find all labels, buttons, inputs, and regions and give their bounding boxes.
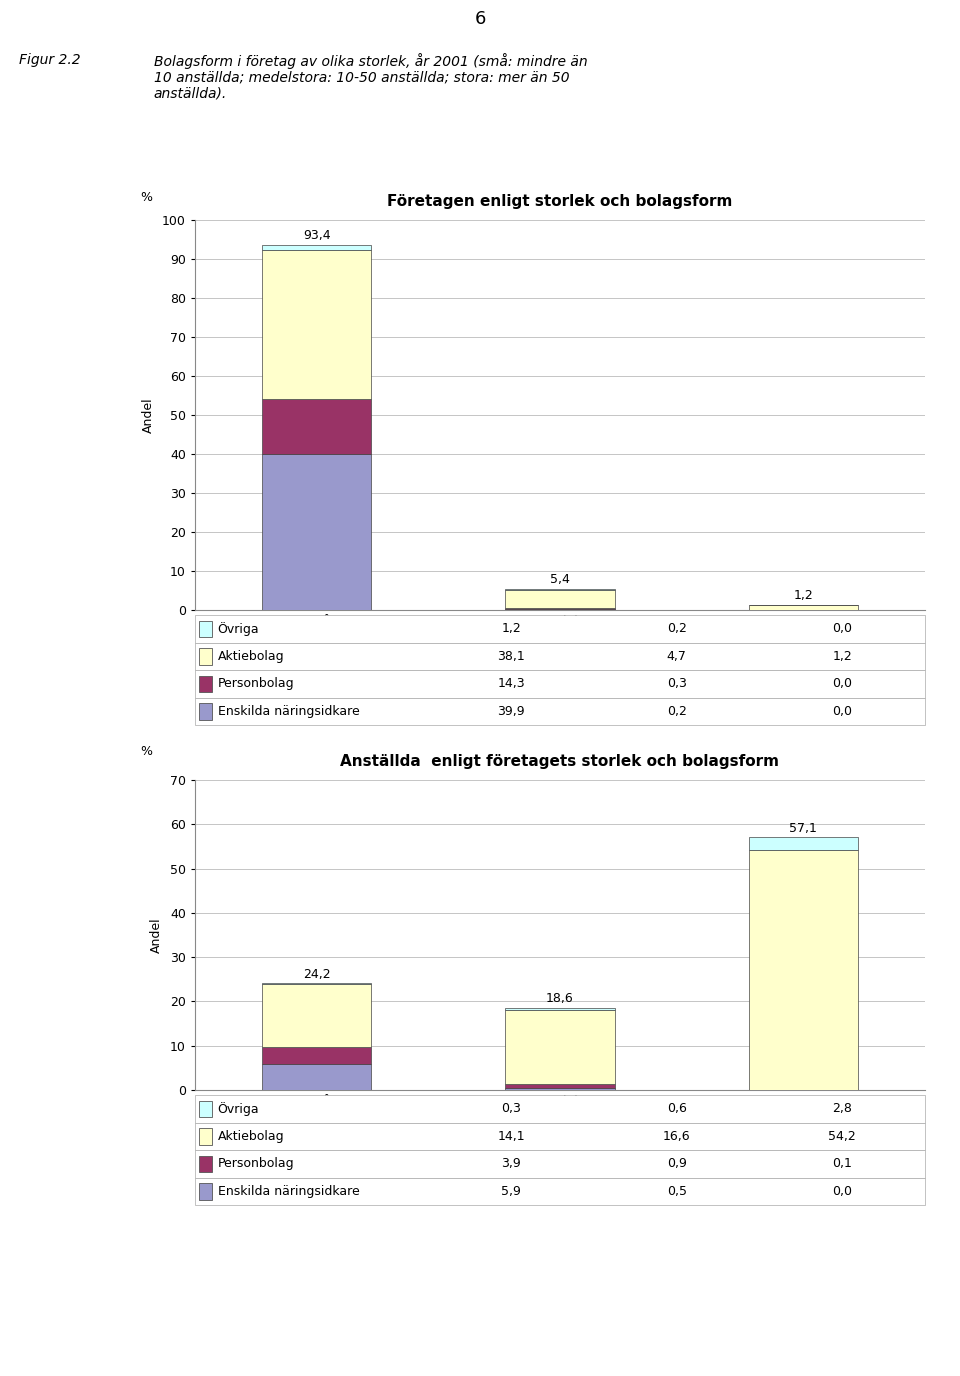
Title: Anställda  enligt företagets storlek och bolagsform: Anställda enligt företagets storlek och … — [341, 754, 780, 769]
Bar — [262, 984, 372, 1047]
Bar — [505, 1007, 614, 1010]
Text: 0,0: 0,0 — [832, 677, 852, 691]
Text: 5,9: 5,9 — [501, 1185, 521, 1197]
Text: 14,3: 14,3 — [497, 677, 525, 691]
Bar — [262, 1047, 372, 1064]
Text: 0,6: 0,6 — [667, 1102, 686, 1116]
Bar — [749, 849, 858, 1090]
Text: 0,2: 0,2 — [667, 705, 686, 718]
Text: 0,5: 0,5 — [667, 1185, 686, 1197]
Bar — [195, 1150, 925, 1178]
Text: Bolagsform i företag av olika storlek, år 2001 (små: mindre än
10 anställda; med: Bolagsform i företag av olika storlek, å… — [154, 52, 588, 100]
Text: Figur 2.2: Figur 2.2 — [19, 52, 81, 66]
Bar — [199, 621, 212, 637]
Text: Övriga: Övriga — [218, 1102, 259, 1116]
Text: 3,9: 3,9 — [501, 1157, 521, 1170]
Text: 57,1: 57,1 — [789, 821, 817, 835]
Text: 4,7: 4,7 — [667, 649, 686, 663]
Bar — [262, 245, 372, 250]
Text: 1,2: 1,2 — [832, 649, 852, 663]
Text: 14,1: 14,1 — [497, 1130, 525, 1142]
Bar — [195, 615, 925, 643]
Bar — [195, 670, 925, 698]
Bar — [262, 399, 372, 454]
Bar — [199, 1128, 212, 1145]
Bar — [195, 643, 925, 670]
Text: 5,4: 5,4 — [550, 572, 570, 586]
Bar — [199, 1183, 212, 1200]
Text: 1,2: 1,2 — [501, 622, 521, 636]
Bar — [505, 1088, 614, 1090]
Text: 0,0: 0,0 — [832, 705, 852, 718]
Bar — [749, 605, 858, 610]
Text: 54,2: 54,2 — [828, 1130, 856, 1142]
Bar — [262, 1064, 372, 1090]
Bar — [195, 698, 925, 725]
Bar — [199, 676, 212, 692]
Text: Aktiebolag: Aktiebolag — [218, 1130, 284, 1142]
Bar — [195, 1123, 925, 1150]
Text: Enskilda näringsidkare: Enskilda näringsidkare — [218, 1185, 359, 1197]
Text: 93,4: 93,4 — [302, 230, 330, 242]
Bar — [199, 648, 212, 665]
Bar — [505, 590, 614, 608]
Text: 2,8: 2,8 — [832, 1102, 852, 1116]
Bar — [505, 1084, 614, 1088]
Bar — [262, 250, 372, 399]
Text: 0,2: 0,2 — [667, 622, 686, 636]
Bar — [199, 1156, 212, 1172]
Title: Företagen enligt storlek och bolagsform: Företagen enligt storlek och bolagsform — [387, 194, 732, 209]
Text: Enskilda näringsidkare: Enskilda näringsidkare — [218, 705, 359, 718]
Bar — [199, 703, 212, 720]
Bar — [199, 1101, 212, 1117]
Y-axis label: Andel: Andel — [142, 398, 156, 433]
Text: 39,9: 39,9 — [497, 705, 525, 718]
Bar — [195, 1095, 925, 1123]
Text: 1,2: 1,2 — [794, 589, 813, 603]
Text: Personbolag: Personbolag — [218, 1157, 295, 1170]
Y-axis label: Andel: Andel — [150, 918, 163, 952]
Text: Aktiebolag: Aktiebolag — [218, 649, 284, 663]
Text: 38,1: 38,1 — [497, 649, 525, 663]
Text: 18,6: 18,6 — [546, 992, 574, 1006]
Text: 6: 6 — [474, 10, 486, 28]
Text: %: % — [140, 746, 153, 758]
Text: Övriga: Övriga — [218, 622, 259, 636]
Bar — [749, 837, 858, 849]
Text: Personbolag: Personbolag — [218, 677, 295, 691]
Text: 0,9: 0,9 — [667, 1157, 686, 1170]
Text: 0,0: 0,0 — [832, 1185, 852, 1197]
Text: %: % — [140, 191, 153, 205]
Text: 16,6: 16,6 — [663, 1130, 690, 1142]
Text: 0,3: 0,3 — [501, 1102, 521, 1116]
Bar — [505, 1010, 614, 1084]
Text: 0,1: 0,1 — [832, 1157, 852, 1170]
Text: 0,0: 0,0 — [832, 622, 852, 636]
Bar — [195, 1178, 925, 1205]
Text: 24,2: 24,2 — [302, 967, 330, 981]
Bar — [262, 454, 372, 610]
Text: 0,3: 0,3 — [667, 677, 686, 691]
